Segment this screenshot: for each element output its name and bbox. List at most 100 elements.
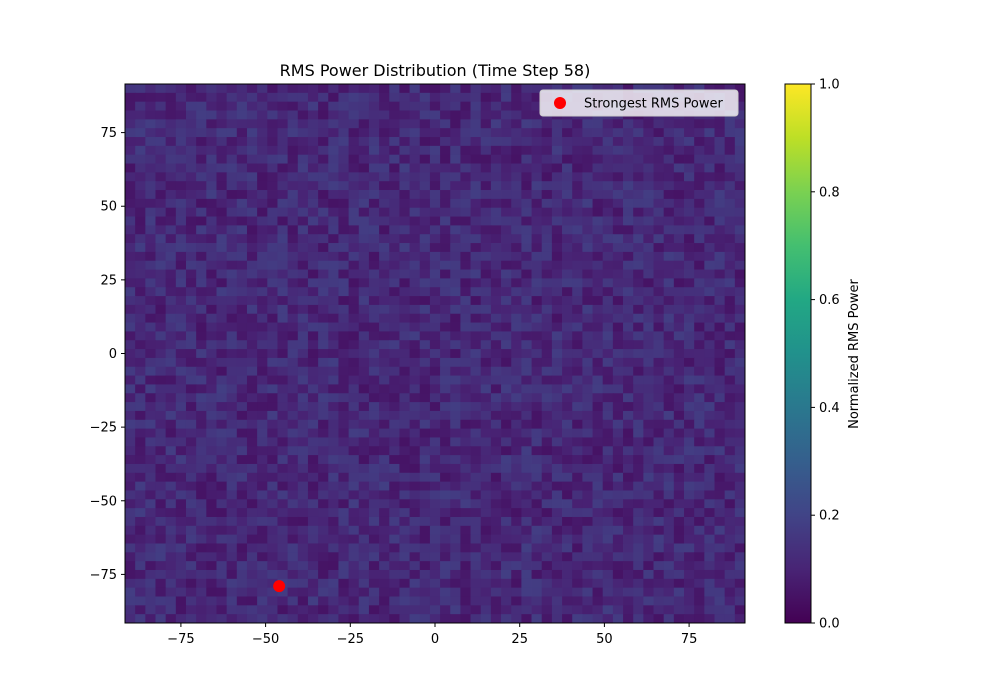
heatmap-cell (551, 605, 563, 615)
heatmap-cell (663, 481, 675, 491)
heatmap-cell (338, 446, 349, 456)
heatmap-cell (460, 207, 471, 217)
heatmap-cell (257, 516, 268, 527)
heatmap-cell (389, 92, 400, 103)
heatmap-cell (490, 463, 502, 474)
heatmap-cell (653, 569, 665, 580)
heatmap-cell (135, 366, 146, 376)
heatmap-cell (460, 154, 471, 164)
heatmap-cell (338, 119, 349, 129)
heatmap-cell (633, 596, 644, 606)
heatmap-cell (724, 463, 736, 474)
heatmap-cell (338, 410, 349, 421)
heatmap-cell (419, 428, 431, 438)
heatmap-cell (175, 375, 187, 385)
heatmap-cell (450, 499, 461, 509)
heatmap-cell (368, 225, 380, 235)
heatmap-cell (328, 419, 339, 430)
heatmap-cell (196, 375, 207, 385)
heatmap-cell (470, 561, 482, 571)
heatmap-cell (501, 349, 512, 359)
heatmap-cell (673, 499, 685, 509)
heatmap-cell (379, 428, 390, 438)
heatmap-cell (318, 437, 329, 447)
heatmap-cell (450, 313, 461, 323)
heatmap-cell (399, 251, 410, 262)
heatmap-cell (694, 587, 705, 597)
heatmap-cell (135, 384, 146, 394)
heatmap-cell (277, 207, 289, 217)
heatmap-cell (236, 331, 248, 341)
heatmap-cell (338, 313, 349, 323)
heatmap-cell (409, 534, 421, 544)
heatmap-cell (206, 402, 217, 412)
heatmap-cell (226, 287, 238, 297)
heatmap-cell (450, 516, 461, 527)
heatmap-cell (470, 216, 482, 226)
heatmap-cell (653, 172, 665, 182)
heatmap-cell (277, 278, 289, 288)
heatmap-cell (602, 596, 614, 606)
heatmap-cell (694, 145, 705, 156)
heatmap-cell (582, 384, 593, 394)
heatmap-cell (226, 499, 238, 509)
heatmap-cell (277, 84, 289, 94)
heatmap-cell (643, 481, 654, 491)
heatmap-cell (206, 137, 217, 147)
heatmap-cell (450, 410, 461, 421)
heatmap-cell (368, 552, 380, 562)
heatmap-cell (541, 251, 553, 262)
heatmap-cell (358, 145, 370, 156)
heatmap-cell (501, 181, 512, 191)
heatmap-cell (307, 101, 319, 111)
heatmap-cell (460, 322, 471, 332)
heatmap-cell (287, 296, 299, 306)
heatmap-cell (318, 313, 329, 323)
heatmap-cell (704, 251, 715, 262)
heatmap-cell (216, 508, 228, 518)
heatmap-cell (501, 384, 512, 394)
heatmap-cell (480, 322, 492, 332)
heatmap-cell (196, 251, 207, 262)
legend-marker-icon (554, 97, 566, 109)
heatmap-cell (663, 84, 675, 94)
heatmap-cell (440, 349, 451, 359)
heatmap-cell (490, 207, 502, 217)
heatmap-cell (551, 578, 563, 589)
heatmap-cell (653, 251, 665, 262)
heatmap-cell (684, 543, 695, 553)
heatmap-cell (450, 137, 461, 147)
heatmap-cell (511, 287, 522, 297)
heatmap-cell (501, 587, 512, 597)
heatmap-cell (338, 154, 349, 164)
heatmap-cell (257, 119, 268, 129)
heatmap-cell (724, 304, 736, 315)
heatmap-cell (562, 508, 573, 518)
heatmap-cell (419, 481, 431, 491)
heatmap-cell (633, 508, 644, 518)
heatmap-cell (216, 375, 228, 385)
heatmap-cell (409, 455, 421, 465)
heatmap-cell (257, 243, 268, 253)
heatmap-cell (399, 322, 410, 332)
heatmap-cell (623, 287, 634, 297)
heatmap-cell (297, 569, 309, 580)
heatmap-cell (257, 190, 268, 200)
heatmap-cell (470, 516, 482, 527)
heatmap-cell (358, 543, 370, 553)
heatmap-cell (490, 251, 502, 262)
heatmap-cell (521, 614, 532, 623)
heatmap-cell (470, 84, 482, 94)
heatmap-cell (175, 331, 187, 341)
heatmap-cell (633, 207, 644, 217)
heatmap-cell (521, 596, 532, 606)
heatmap-cell (501, 605, 512, 615)
heatmap-cell (175, 569, 187, 580)
heatmap-cell (541, 419, 553, 430)
heatmap-cell (206, 481, 217, 491)
heatmap-cell (429, 190, 441, 200)
heatmap-cell (216, 605, 228, 615)
heatmap-cell (277, 137, 289, 147)
heatmap-cell (135, 216, 146, 226)
heatmap-cell (460, 525, 471, 536)
